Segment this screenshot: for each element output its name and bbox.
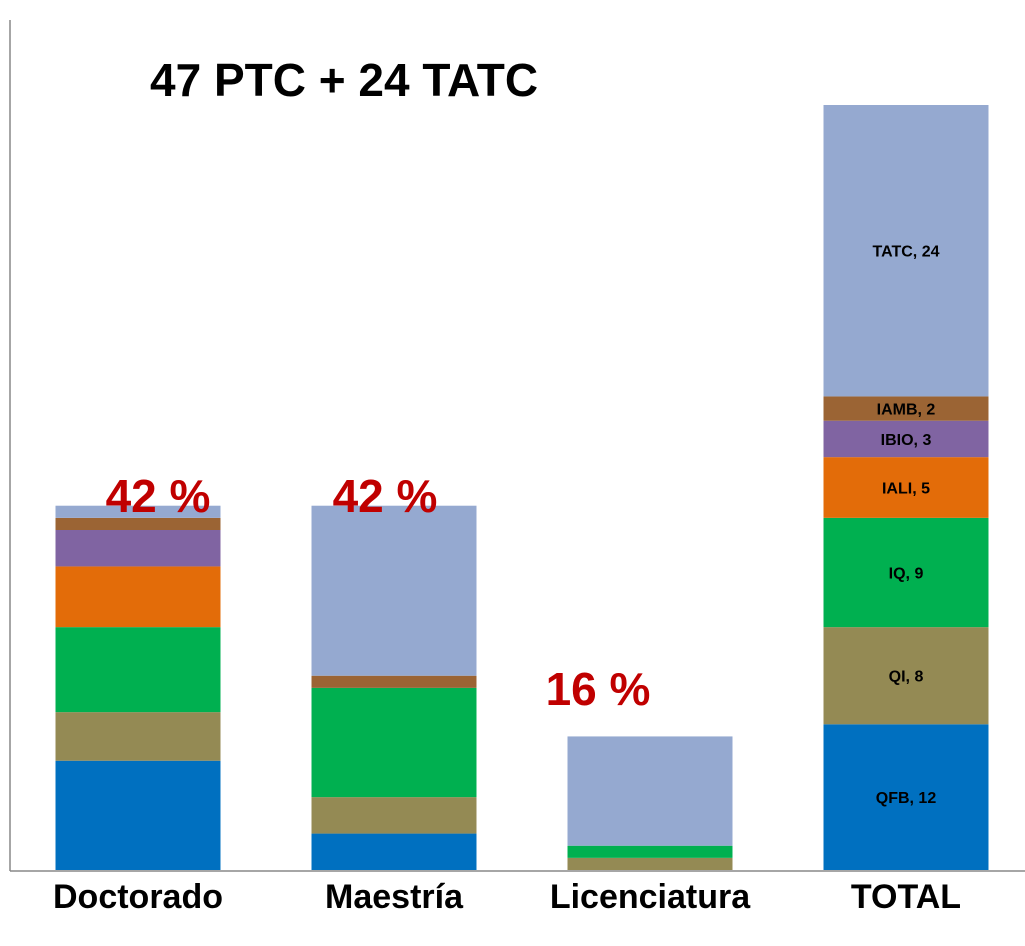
bar-segment (311, 797, 477, 834)
bar-segment (823, 627, 989, 725)
bar-segment (311, 505, 477, 676)
bar-segment (823, 517, 989, 628)
bar-segment (823, 396, 989, 421)
bar-segment (55, 566, 221, 628)
x-tick-label: Maestría (325, 878, 464, 916)
bar-segment (823, 457, 989, 518)
data-label: IALI, 5 (882, 481, 930, 498)
bar-segment (823, 420, 989, 458)
bar-segment (55, 530, 221, 567)
bar-segment (567, 736, 733, 846)
x-tick-label: Licenciatura (550, 878, 751, 916)
bar-segment (823, 724, 989, 870)
bar-segment (55, 627, 221, 713)
bar-segment (311, 687, 477, 798)
data-label: IBIO, 3 (881, 432, 932, 449)
x-tick-label: TOTAL (851, 878, 961, 916)
bar-segment (55, 760, 221, 870)
data-label: QI, 8 (889, 669, 924, 686)
bar-segment (55, 712, 221, 761)
bar-segment (55, 517, 221, 530)
bar-segment (55, 505, 221, 518)
bar-segment (567, 857, 733, 870)
bar-segment (311, 833, 477, 870)
annotation: 42 % (333, 470, 438, 522)
x-tick-label: Doctorado (53, 878, 223, 916)
bar-segment (567, 845, 733, 858)
bar-segment (823, 105, 989, 397)
data-label: IQ, 9 (889, 566, 924, 583)
data-label: IAMB, 2 (877, 402, 936, 419)
annotation: 42 % (106, 470, 211, 522)
data-label: TATC, 24 (873, 244, 940, 261)
data-label: QFB, 12 (876, 790, 937, 807)
annotation: 16 % (546, 663, 651, 715)
bar-segment (311, 675, 477, 688)
annotation: 47 PTC + 24 TATC (150, 54, 538, 106)
